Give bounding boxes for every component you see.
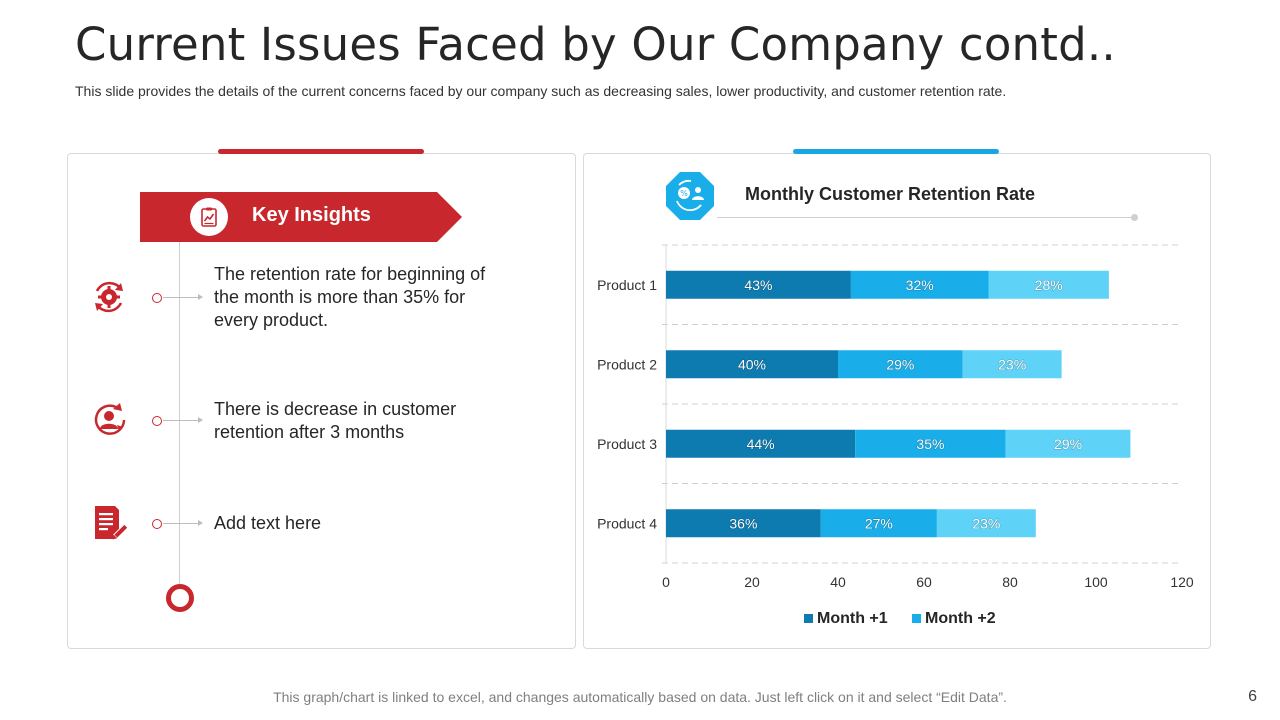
data-label: 28% xyxy=(1035,277,1063,293)
bar-segment xyxy=(936,509,1036,538)
legend-label: Month +1 xyxy=(817,610,888,627)
insights-accent-bar xyxy=(218,149,424,154)
chart-title-underline xyxy=(717,217,1135,218)
page-number: 6 xyxy=(1248,688,1257,705)
x-tick-label: 100 xyxy=(1084,574,1108,590)
insight-text-2: There is decrease in customer retention … xyxy=(214,399,457,442)
bar-segment xyxy=(962,350,1062,379)
chart-title: Monthly Customer Retention Rate xyxy=(745,184,1036,204)
data-label: 23% xyxy=(998,356,1026,372)
bar-segment xyxy=(988,270,1109,299)
data-label: 32% xyxy=(906,277,934,293)
connector-line xyxy=(163,297,199,298)
chart-accent-bar xyxy=(793,149,999,154)
svg-text:%: % xyxy=(680,189,688,198)
gear-cycle-icon xyxy=(95,281,123,313)
data-label: 23% xyxy=(972,515,1000,531)
x-tick-label: 80 xyxy=(1002,574,1018,590)
category-label: Product 4 xyxy=(597,515,657,531)
legend-label: Month +2 xyxy=(925,610,996,627)
chart-title-underline-dot xyxy=(1131,214,1138,221)
key-insights-heading: Key Insights xyxy=(252,204,371,226)
timeline-dot xyxy=(152,519,162,529)
connector-arrow xyxy=(198,294,203,300)
data-label: 29% xyxy=(1054,436,1082,452)
timeline-end-ring xyxy=(166,584,194,612)
bar-segment xyxy=(666,429,856,458)
page-title: Current Issues Faced by Our Company cont… xyxy=(75,18,1116,71)
bar-segment xyxy=(1005,429,1131,458)
data-label: 29% xyxy=(886,356,914,372)
bar-segment xyxy=(666,270,851,299)
footer-note: This graph/chart is linked to excel, and… xyxy=(273,689,1007,705)
data-label: 44% xyxy=(747,436,775,452)
connector-line xyxy=(163,523,199,524)
timeline-dot xyxy=(152,416,162,426)
bar-segment xyxy=(666,509,821,538)
legend-swatch xyxy=(912,614,921,623)
data-label: 36% xyxy=(729,515,757,531)
retention-bar-chart: Product 1 43% 32% 28% Product 2 40% 29% 23% Prod… xyxy=(597,244,1194,627)
category-label: Product 1 xyxy=(597,277,657,293)
legend-swatch xyxy=(804,614,813,623)
x-tick-label: 120 xyxy=(1170,574,1194,590)
connector-arrow xyxy=(198,417,203,423)
data-label: 35% xyxy=(916,436,944,452)
bar-segment xyxy=(838,350,963,379)
bar-segment xyxy=(855,429,1006,458)
data-label: 40% xyxy=(738,356,766,372)
connector-line xyxy=(163,420,199,421)
customer-retention-icon: % xyxy=(666,172,714,220)
bar-segment xyxy=(850,270,989,299)
bar-segment xyxy=(666,350,838,379)
x-tick-label: 60 xyxy=(916,574,932,590)
page-subtitle: This slide provides the details of the c… xyxy=(75,83,1007,99)
user-refresh-icon xyxy=(94,403,126,435)
clipboard-chart-icon xyxy=(190,198,228,236)
data-label: 43% xyxy=(744,277,772,293)
category-label: Product 2 xyxy=(597,356,657,372)
timeline-line xyxy=(179,242,180,586)
x-tick-label: 40 xyxy=(830,574,846,590)
insight-text-1: The retention rate for beginning of the … xyxy=(214,264,486,330)
connector-arrow xyxy=(198,520,203,526)
timeline-dot xyxy=(152,293,162,303)
bar-segment xyxy=(820,509,937,538)
chart-panel xyxy=(583,153,1211,649)
insight-text-3: Add text here xyxy=(214,513,322,533)
document-edit-icon xyxy=(95,506,129,540)
x-tick-label: 20 xyxy=(744,574,760,590)
data-label: 27% xyxy=(865,515,893,531)
category-label: Product 3 xyxy=(597,436,657,452)
x-tick-label: 0 xyxy=(662,574,670,590)
